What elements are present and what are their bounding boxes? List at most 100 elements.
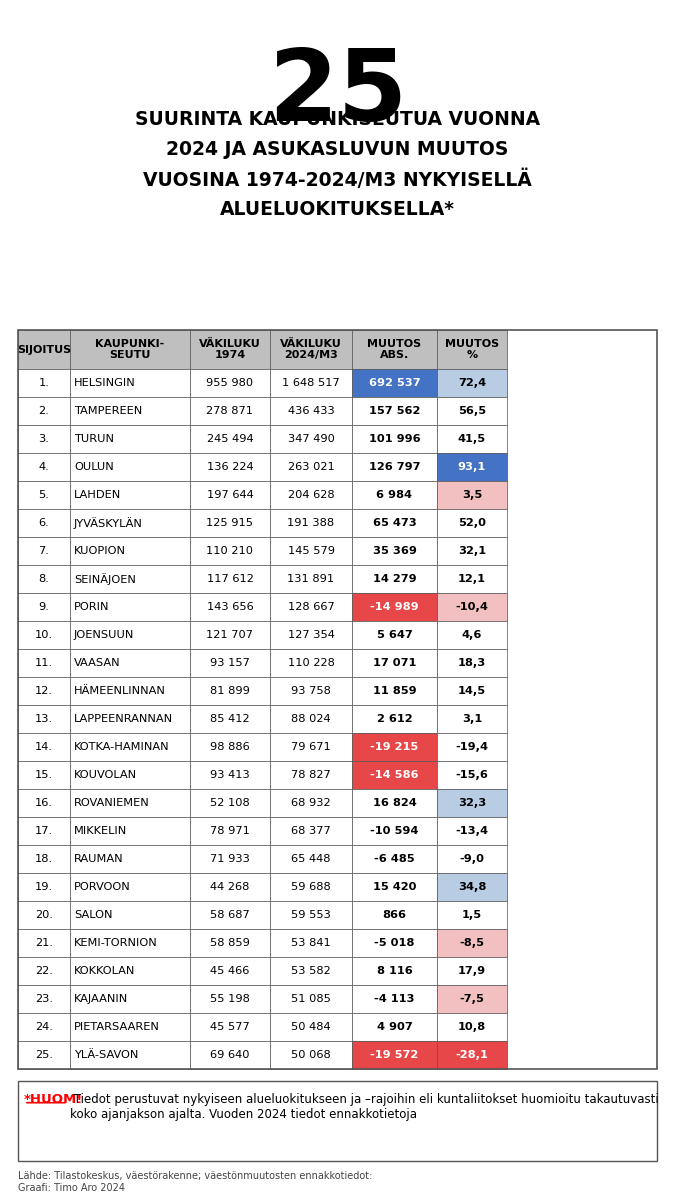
Text: YLÄ-SAVON: YLÄ-SAVON bbox=[74, 1050, 138, 1061]
Bar bbox=[437, 538, 507, 565]
Bar bbox=[190, 397, 270, 425]
Bar bbox=[352, 706, 437, 733]
Bar bbox=[270, 706, 352, 733]
Bar bbox=[352, 761, 437, 790]
Text: 69 640: 69 640 bbox=[210, 1050, 250, 1061]
Bar bbox=[352, 901, 437, 929]
Text: 78 971: 78 971 bbox=[210, 826, 250, 836]
Text: 3,5: 3,5 bbox=[462, 490, 482, 500]
Bar bbox=[190, 565, 270, 593]
Bar bbox=[190, 929, 270, 958]
Text: 32,1: 32,1 bbox=[458, 546, 486, 557]
Text: Lähde: Tilastokeskus, väestörakenne; väestönmuutosten ennakkotiedot:: Lähde: Tilastokeskus, väestörakenne; väe… bbox=[18, 1171, 373, 1181]
Bar bbox=[70, 1013, 190, 1042]
Bar bbox=[437, 1013, 507, 1042]
Bar bbox=[18, 481, 70, 509]
Text: 7.: 7. bbox=[38, 546, 49, 557]
Text: 436 433: 436 433 bbox=[288, 406, 334, 416]
Text: 50 068: 50 068 bbox=[291, 1050, 331, 1061]
Bar bbox=[352, 790, 437, 817]
Text: 72,4: 72,4 bbox=[458, 378, 486, 389]
Bar bbox=[190, 593, 270, 622]
Bar bbox=[18, 1081, 657, 1162]
Text: 136 224: 136 224 bbox=[207, 462, 253, 472]
Text: 65 473: 65 473 bbox=[373, 518, 416, 528]
Text: 14 279: 14 279 bbox=[373, 575, 416, 584]
Bar bbox=[190, 481, 270, 509]
Text: 127 354: 127 354 bbox=[288, 630, 334, 641]
Bar bbox=[270, 649, 352, 677]
Bar bbox=[70, 454, 190, 481]
Bar bbox=[70, 790, 190, 817]
Text: 53 841: 53 841 bbox=[291, 938, 331, 948]
Text: 25.: 25. bbox=[35, 1050, 53, 1061]
Text: KAUPUNKI-
SEUTU: KAUPUNKI- SEUTU bbox=[95, 338, 165, 360]
Bar bbox=[70, 985, 190, 1013]
Bar bbox=[190, 649, 270, 677]
Text: -28,1: -28,1 bbox=[456, 1050, 489, 1061]
Text: 22.: 22. bbox=[35, 966, 53, 977]
Text: 11 859: 11 859 bbox=[373, 686, 416, 696]
Bar bbox=[270, 397, 352, 425]
Bar bbox=[18, 454, 70, 481]
Text: Graafi: Timo Aro 2024: Graafi: Timo Aro 2024 bbox=[18, 1183, 125, 1193]
Text: VAASAN: VAASAN bbox=[74, 658, 121, 668]
Text: -14 586: -14 586 bbox=[371, 770, 418, 780]
Text: 866: 866 bbox=[383, 911, 406, 920]
Bar bbox=[190, 330, 270, 370]
Bar bbox=[190, 901, 270, 929]
Text: OULUN: OULUN bbox=[74, 462, 114, 472]
Text: 51 085: 51 085 bbox=[291, 994, 331, 1004]
Text: -8,5: -8,5 bbox=[460, 938, 485, 948]
Text: 78 827: 78 827 bbox=[291, 770, 331, 780]
Bar bbox=[70, 761, 190, 790]
Text: 278 871: 278 871 bbox=[207, 406, 254, 416]
Bar bbox=[352, 874, 437, 901]
Bar bbox=[352, 1042, 437, 1069]
Text: HELSINGIN: HELSINGIN bbox=[74, 378, 136, 389]
Text: 23.: 23. bbox=[35, 994, 53, 1004]
Bar bbox=[270, 817, 352, 845]
Bar bbox=[437, 706, 507, 733]
Text: 15 420: 15 420 bbox=[373, 882, 416, 893]
Text: 52 108: 52 108 bbox=[210, 798, 250, 809]
Text: 13.: 13. bbox=[35, 714, 53, 725]
Bar bbox=[270, 874, 352, 901]
Text: 32,3: 32,3 bbox=[458, 798, 486, 809]
Bar bbox=[70, 425, 190, 454]
Bar bbox=[437, 330, 507, 370]
Bar bbox=[18, 901, 70, 929]
Text: 65 448: 65 448 bbox=[291, 854, 331, 864]
Bar bbox=[18, 958, 70, 985]
Text: -19,4: -19,4 bbox=[456, 742, 489, 752]
Text: -9,0: -9,0 bbox=[460, 854, 485, 864]
Text: SALON: SALON bbox=[74, 911, 113, 920]
Text: 45 577: 45 577 bbox=[210, 1022, 250, 1032]
Bar bbox=[70, 1042, 190, 1069]
Bar bbox=[270, 1042, 352, 1069]
Bar bbox=[437, 901, 507, 929]
Text: 85 412: 85 412 bbox=[210, 714, 250, 725]
Text: 71 933: 71 933 bbox=[210, 854, 250, 864]
Bar bbox=[70, 397, 190, 425]
Bar bbox=[18, 1042, 70, 1069]
Bar bbox=[437, 985, 507, 1013]
Text: 692 537: 692 537 bbox=[369, 378, 421, 389]
Bar bbox=[270, 454, 352, 481]
Bar bbox=[437, 565, 507, 593]
Bar bbox=[270, 1013, 352, 1042]
Text: 131 891: 131 891 bbox=[288, 575, 335, 584]
Text: 11.: 11. bbox=[35, 658, 53, 668]
Bar bbox=[352, 397, 437, 425]
Bar bbox=[18, 790, 70, 817]
Bar bbox=[437, 481, 507, 509]
Bar bbox=[18, 761, 70, 790]
Bar bbox=[437, 649, 507, 677]
Bar bbox=[18, 874, 70, 901]
Text: SIJOITUS: SIJOITUS bbox=[17, 344, 71, 355]
Bar bbox=[270, 985, 352, 1013]
Bar bbox=[352, 649, 437, 677]
Text: 53 582: 53 582 bbox=[291, 966, 331, 977]
Bar bbox=[18, 565, 70, 593]
Text: 3,1: 3,1 bbox=[462, 714, 482, 725]
